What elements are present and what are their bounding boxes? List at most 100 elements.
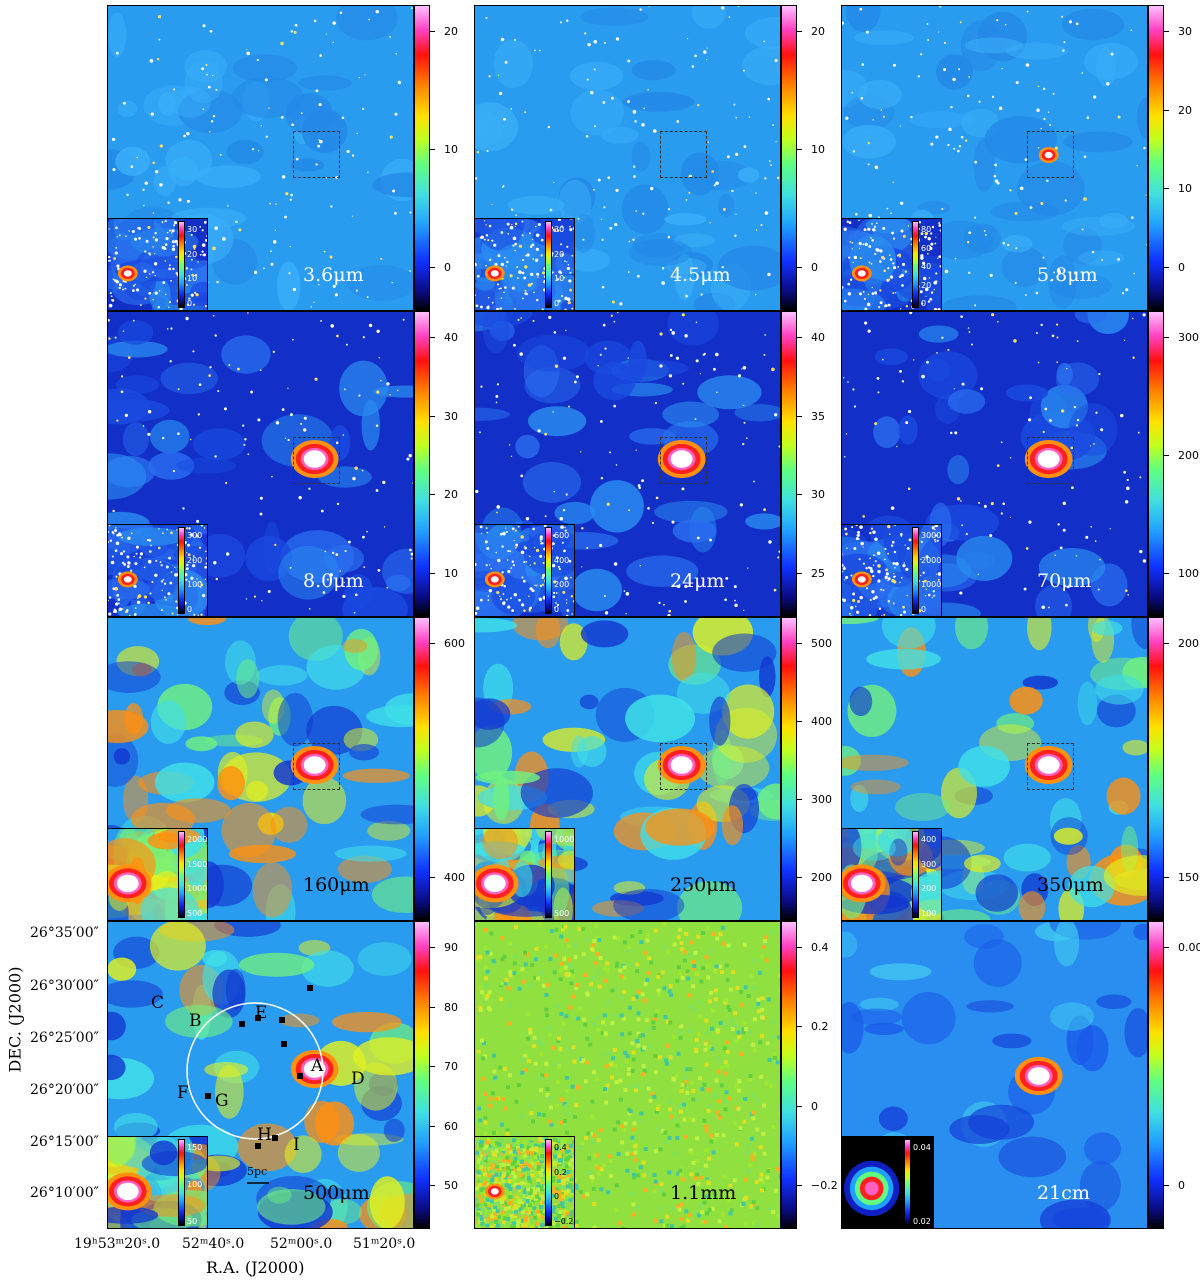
colorbar-tick-label: 100	[1164, 567, 1199, 580]
colorbar-p160	[414, 617, 430, 921]
colorbar-tick-label: 10	[430, 567, 458, 580]
inset-tick-label: 30	[187, 225, 198, 234]
colorbar-tick-label: 40	[797, 331, 825, 344]
colorbar-tick-label: 20	[430, 25, 458, 38]
inset-tick-label: 1000	[187, 884, 208, 894]
colorbar-tick-label: −0.2	[797, 1179, 838, 1192]
dec-tick-5: 26°15′00″	[30, 1134, 99, 1150]
zoom-inset: 300 200 100 0	[108, 524, 208, 616]
colorbar-tick-label: 0.005	[1164, 941, 1200, 954]
inset-tick-label: 1500	[187, 859, 208, 869]
inset-tick-label: 100	[921, 909, 937, 918]
inset-tick-label: 0.02	[913, 1217, 931, 1226]
source-marker	[205, 1093, 211, 1099]
dec-tick-4: 26°20′00″	[30, 1082, 99, 1098]
map-panel-p24: 600 400 200 0 24μm	[474, 311, 781, 617]
inset-tick-label: 400	[921, 835, 937, 844]
wavelength-label: 160μm	[303, 874, 370, 896]
dec-tick-3: 26°25′00″	[30, 1030, 99, 1046]
source-label-f: F	[177, 1083, 189, 1103]
inset-colorbar	[178, 527, 185, 614]
source-label-a: A	[311, 1056, 324, 1076]
colorbar-tick-label: 30	[1164, 25, 1192, 38]
wavelength-label: 3.6μm	[303, 264, 364, 286]
inset-tick-label: 80	[921, 225, 932, 234]
colorbar-p58	[1148, 5, 1164, 311]
wavelength-label: 70μm	[1037, 570, 1092, 592]
inset-tick-label: 300	[187, 531, 203, 540]
source-label-i: I	[293, 1135, 300, 1155]
inset-tick-label: 30	[554, 225, 565, 234]
ra-tick-3: 52ᵐ00ˢ.0	[270, 1236, 333, 1252]
map-image	[108, 618, 413, 920]
zoom-inset: 80 60 40 20 0	[842, 218, 942, 310]
source-marker	[281, 1041, 287, 1047]
scale-bar-label: 5pc	[247, 1165, 268, 1178]
colorbar-tick-label: 500	[797, 637, 832, 650]
inset-colorbar	[178, 1139, 185, 1226]
zoom-inset: 0.4 0.2 0 −0.2	[475, 1136, 575, 1228]
inset-colorbar	[545, 221, 552, 308]
zoom-inset: 0.04 0.02	[842, 1136, 934, 1228]
source-label-d: D	[351, 1069, 365, 1089]
inset-tick-label: 150	[187, 1143, 203, 1152]
inset-tick-label: 100	[187, 580, 203, 590]
colorbar-tick-label: 300	[1164, 331, 1199, 344]
colorbar-tick-label: 90	[430, 941, 458, 954]
colorbar-tick-label: 40	[430, 331, 458, 344]
zoom-region-box	[1027, 131, 1074, 178]
map-image	[475, 922, 780, 1228]
colorbar-p45	[781, 5, 797, 311]
source-marker	[255, 1015, 261, 1021]
zoom-inset: 2000 1500 1000 500	[108, 828, 208, 920]
ra-axis-label: R.A. (J2000)	[206, 1258, 305, 1277]
colorbar-p70	[1148, 311, 1164, 617]
colorbar-tick-label: 0	[1164, 261, 1185, 274]
colorbar-p21	[1148, 921, 1164, 1229]
colorbar-tick-label: 20	[797, 25, 825, 38]
inset-tick-label: 0.04	[913, 1143, 931, 1152]
colorbar-tick-label: 300	[797, 793, 832, 806]
colorbar-tick-label: 400	[797, 715, 832, 728]
inset-tick-label: 60	[921, 243, 932, 253]
map-panel-p160: 2000 1500 1000 500 160μm	[107, 617, 414, 921]
source-marker	[297, 1073, 303, 1079]
inset-tick-label: 0	[921, 299, 927, 308]
inset-tick-label: 200	[921, 884, 937, 894]
colorbar-tick-label: 0	[1164, 1179, 1185, 1192]
wavelength-label: 21cm	[1037, 1182, 1090, 1204]
inset-colorbar	[912, 527, 919, 614]
inset-tick-label: 2000	[921, 555, 942, 565]
zoom-region-box	[293, 743, 340, 790]
map-panel-p500: 150 100 50 500μm	[107, 921, 414, 1229]
inset-colorbar	[545, 1139, 552, 1226]
zoom-inset: 600 400 200 0	[475, 524, 575, 616]
source-marker	[255, 1143, 261, 1149]
source-label-c: C	[151, 993, 165, 1013]
wavelength-label: 24μm	[670, 570, 725, 592]
map-panel-p58: 80 60 40 20 0 5.8μm	[841, 5, 1148, 311]
zoom-region-box	[293, 131, 340, 178]
source-marker	[279, 1017, 285, 1023]
source-overlay: A B C D E F G H I 5pc	[107, 921, 414, 1229]
inset-tick-label: 500	[187, 909, 203, 918]
zoom-region-box	[293, 437, 340, 484]
colorbar-tick-label: 0	[797, 261, 818, 274]
dec-axis-label: DEC. (J2000)	[5, 966, 25, 1073]
colorbar-tick-label: 10	[1164, 182, 1192, 196]
zoom-region-box	[1027, 437, 1074, 484]
inset-tick-label: 0	[187, 605, 193, 614]
map-panel-p11: 0.4 0.2 0 −0.2 1.1mm	[474, 921, 781, 1229]
map-panel-p21: 0.04 0.02 21cm	[841, 921, 1148, 1229]
map-panel-p80: 300 200 100 0 8.0μm	[107, 311, 414, 617]
inset-tick-label: 300	[921, 859, 937, 869]
colorbar-tick-label: 10	[430, 143, 458, 156]
colorbar-tick-label: 70	[430, 1060, 458, 1073]
source-label-h: H	[257, 1125, 272, 1145]
map-image	[842, 922, 1147, 1228]
inset-tick-label: 0.2	[554, 1167, 567, 1177]
colorbar-p11	[781, 921, 797, 1229]
map-image	[475, 618, 780, 920]
zoom-region-box	[1027, 743, 1074, 790]
colorbar-tick-label: 200	[1164, 637, 1199, 650]
